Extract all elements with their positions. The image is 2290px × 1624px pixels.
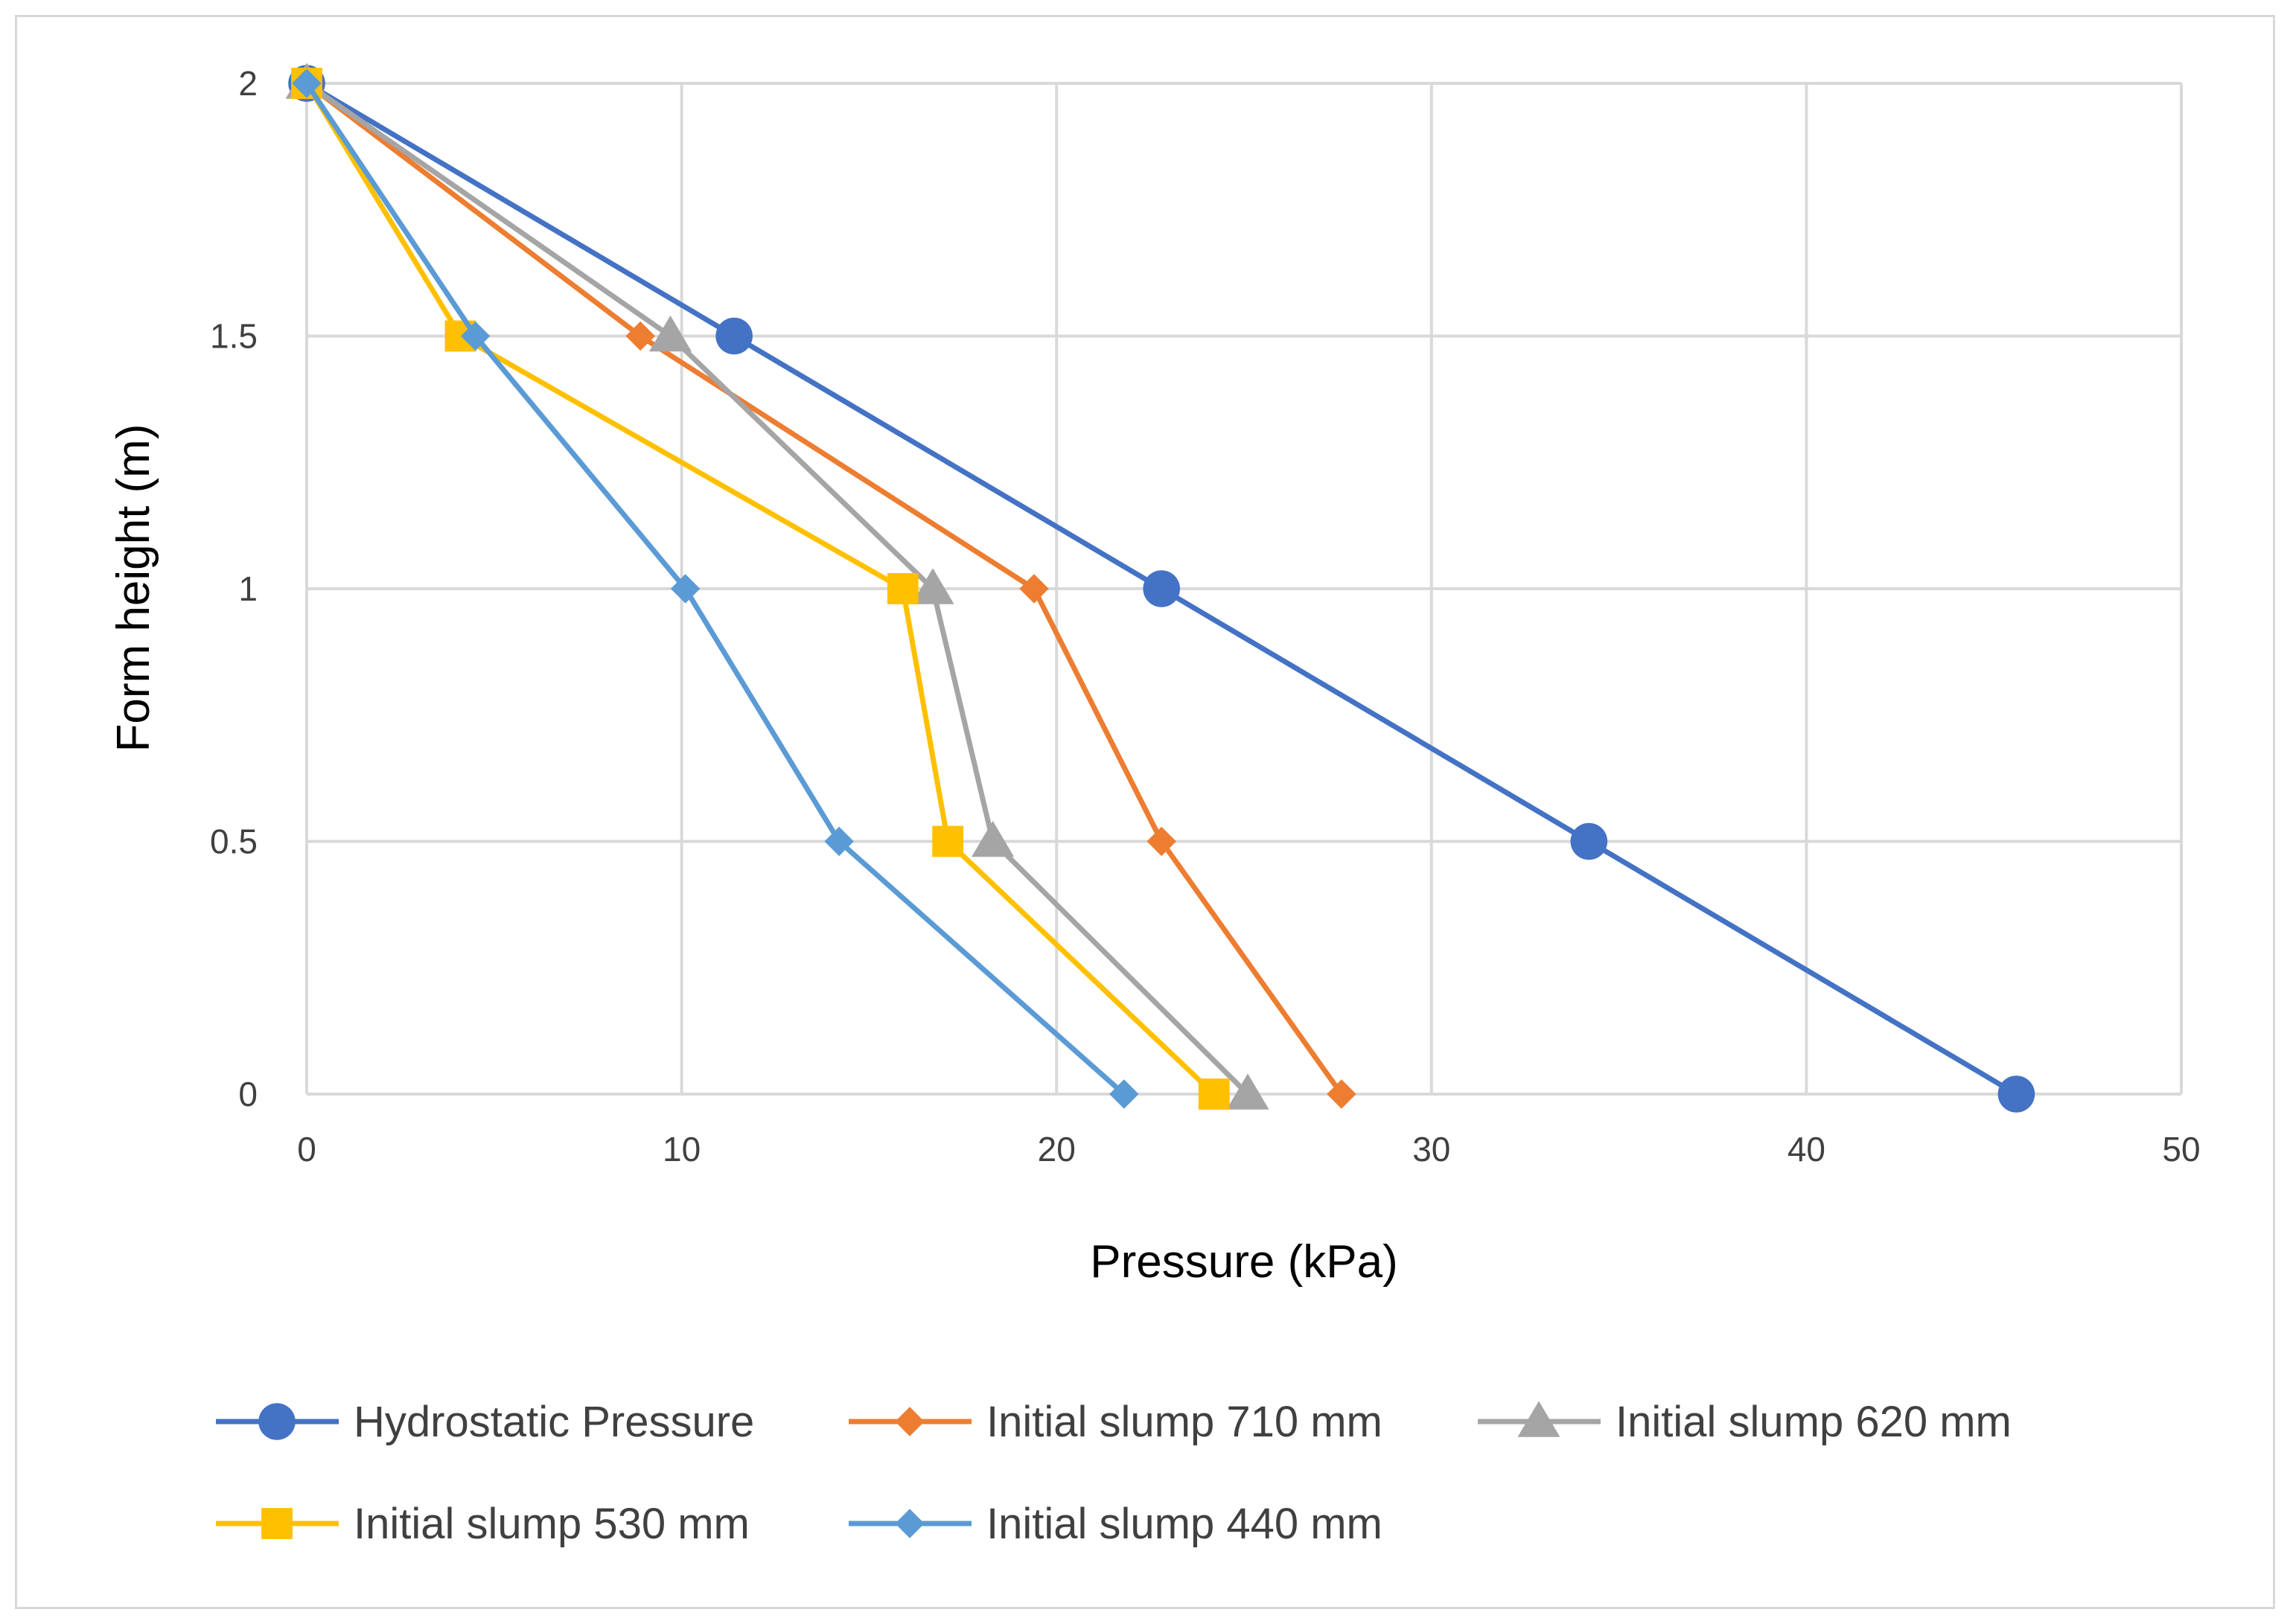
data-point bbox=[1226, 1073, 1269, 1110]
data-point bbox=[292, 68, 322, 98]
x-tick-label: 0 bbox=[297, 1130, 316, 1169]
series-3 bbox=[285, 63, 1269, 1110]
data-point bbox=[824, 826, 854, 857]
x-tick-label: 50 bbox=[2162, 1130, 2200, 1169]
legend: Hydrostatic Pressure Initial slump 710 mm… bbox=[216, 1398, 2012, 1548]
data-point bbox=[648, 315, 692, 352]
x-tick-label: 10 bbox=[663, 1130, 701, 1169]
legend-label: Initial slump 710 mm bbox=[986, 1398, 1382, 1446]
data-point bbox=[1198, 1078, 1230, 1110]
x-tick-label: 30 bbox=[1412, 1130, 1450, 1169]
gridlines bbox=[305, 82, 2183, 1096]
data-point bbox=[887, 573, 919, 604]
x-tick-label: 40 bbox=[1787, 1130, 1825, 1169]
y-tick-label: 0.5 bbox=[210, 822, 258, 861]
legend-item: Initial slump 620 mm bbox=[1478, 1398, 2012, 1446]
data-point bbox=[932, 825, 964, 857]
legend-item: Initial slump 530 mm bbox=[216, 1500, 750, 1548]
y-tick-label: 1 bbox=[238, 569, 258, 608]
data-point bbox=[1143, 570, 1181, 607]
data-point bbox=[460, 321, 491, 351]
x-tick-label: 20 bbox=[1038, 1130, 1076, 1169]
data-point bbox=[972, 820, 1015, 857]
data-point bbox=[625, 321, 655, 351]
data-point bbox=[911, 568, 954, 604]
legend-label: Initial slump 620 mm bbox=[1616, 1398, 2012, 1446]
legend-label: Hydrostatic Pressure bbox=[354, 1398, 754, 1446]
x-axis-title: Pressure (kPa) bbox=[1090, 1236, 1397, 1288]
y-tick-label: 1.5 bbox=[210, 317, 258, 356]
data-point bbox=[1146, 826, 1176, 857]
legend-marker bbox=[261, 1508, 293, 1539]
legend-marker bbox=[895, 1509, 925, 1538]
legend-label: Initial slump 440 mm bbox=[986, 1500, 1382, 1548]
legend-marker bbox=[258, 1403, 296, 1440]
legend-label: Initial slump 530 mm bbox=[354, 1500, 750, 1548]
series-lines bbox=[285, 63, 2035, 1113]
data-point bbox=[1570, 822, 1608, 860]
y-tick-label: 2 bbox=[238, 64, 258, 103]
legend-item: Initial slump 440 mm bbox=[849, 1500, 1382, 1548]
data-point bbox=[1109, 1079, 1139, 1109]
data-point bbox=[1997, 1075, 2035, 1113]
y-tick-label: 0 bbox=[238, 1075, 258, 1113]
data-point bbox=[1019, 574, 1049, 604]
legend-item: Hydrostatic Pressure bbox=[216, 1398, 754, 1446]
tick-labels: 0 10 20 30 40 50 0 0.5 1 1.5 2 bbox=[210, 64, 2201, 1169]
legend-item: Initial slump 710 mm bbox=[849, 1398, 1382, 1446]
data-point bbox=[1327, 1079, 1356, 1109]
data-point bbox=[715, 317, 753, 355]
series-5 bbox=[292, 68, 1139, 1109]
data-point bbox=[670, 574, 701, 604]
legend-marker bbox=[1517, 1401, 1560, 1437]
legend-marker bbox=[895, 1407, 925, 1436]
y-axis-title: Form height (m) bbox=[108, 424, 159, 752]
